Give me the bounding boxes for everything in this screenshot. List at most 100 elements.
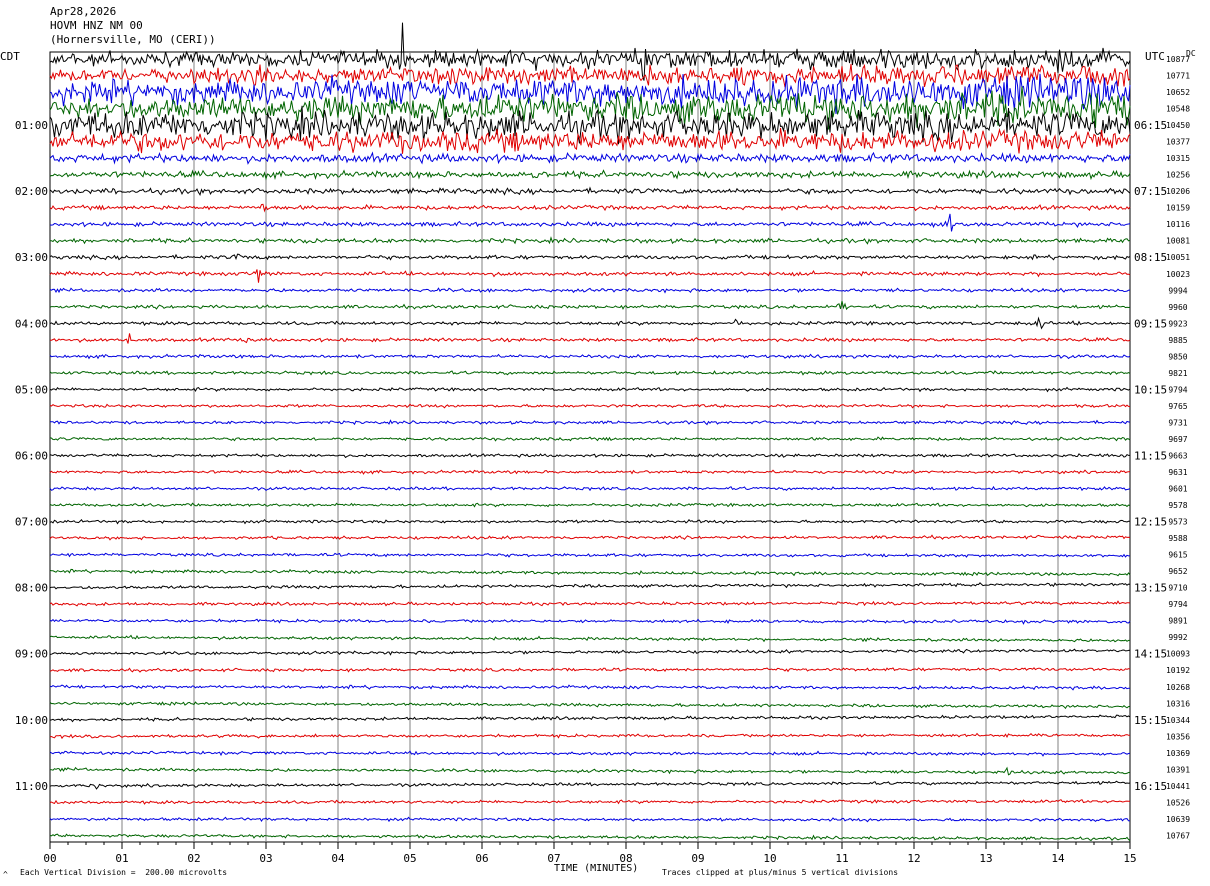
dc-offset-label: 10450: [1166, 121, 1190, 130]
dc-offset-label: 10639: [1166, 815, 1190, 824]
right-hour-label: 13:15: [1134, 582, 1167, 595]
scale-note: Each Vertical Division = 200.00 microvol…: [20, 868, 228, 877]
dc-offset-label: 10771: [1166, 72, 1190, 81]
trace-row-2: [49, 63, 1131, 88]
dc-offset-label: 9710: [1168, 584, 1187, 593]
dc-offset-label: 9765: [1168, 402, 1187, 411]
trace-row-34: [49, 600, 1131, 607]
dc-offset-label: 10081: [1166, 237, 1190, 246]
hour-labels: 01:00 02:00 03:00 04:00 05:00 06:00 07:00 08:00…: [15, 119, 1167, 793]
x-tick-label: 00: [43, 852, 56, 865]
x-axis: 00 01 02 03 04 05 06 07 08 09 10 11 12 13 14 15: [43, 842, 1137, 865]
dc-offset-label: 10652: [1166, 88, 1190, 97]
dc-offset-label: 10159: [1166, 204, 1190, 213]
dc-offset-label: 10316: [1166, 699, 1190, 708]
left-hour-label: 08:00: [15, 582, 48, 595]
trace-row-26: [49, 469, 1131, 475]
x-tick-label: 10: [763, 852, 776, 865]
right-hour-label: 08:15: [1134, 251, 1167, 264]
dc-offset-label: 9960: [1168, 303, 1187, 312]
trace-row-45: [49, 780, 1131, 790]
plot-frame: [49, 51, 1131, 843]
dc-offset-label: 9821: [1168, 369, 1187, 378]
trace-row-1: [49, 22, 1131, 81]
left-hour-label: 01:00: [15, 119, 48, 132]
x-tick-label: 14: [1051, 852, 1065, 865]
dc-offset-label: 10268: [1166, 683, 1190, 692]
trace-row-15: [49, 287, 1131, 294]
dc-offset-label: 9652: [1168, 567, 1187, 576]
dc-offset-label: 9794: [1168, 385, 1187, 394]
right-hour-label: 14:15: [1134, 648, 1167, 661]
x-axis-title: TIME (MINUTES): [554, 863, 639, 874]
left-hour-label: 10:00: [15, 714, 48, 727]
x-tick-label: 07: [547, 852, 560, 865]
trace-row-25: [49, 452, 1130, 459]
clip-note: Traces clipped at plus/minus 5 vertical …: [662, 868, 899, 877]
left-timezone: CDT: [0, 50, 20, 63]
dc-offset-label: 9794: [1168, 600, 1187, 609]
right-hour-label: 10:15: [1134, 383, 1167, 396]
dc-offset-label: 10315: [1166, 154, 1190, 163]
trace-row-16: [49, 300, 1131, 311]
trace-row-47: [49, 816, 1131, 823]
dc-offset-label: 10192: [1166, 666, 1190, 675]
trace-row-18: [49, 333, 1131, 344]
x-tick-label: 02: [187, 852, 200, 865]
trace-row-41: [49, 714, 1131, 723]
dc-offset-label: 10441: [1166, 782, 1190, 791]
dc-offset-label: 10093: [1166, 650, 1190, 659]
dc-offset-label: 10391: [1166, 765, 1190, 774]
trace-row-12: [49, 236, 1131, 245]
trace-row-21: [49, 386, 1131, 393]
dc-offset-label: 9601: [1168, 485, 1187, 494]
x-tick-label: 08: [619, 852, 632, 865]
trace-row-37: [49, 648, 1131, 656]
dc-offset-labels: 10877 10771 10652 10548 10450 10377 10315 10256…: [1166, 55, 1190, 840]
left-hour-label: 03:00: [15, 251, 48, 264]
dc-offset-label: 9631: [1168, 468, 1187, 477]
x-tick-label: 15: [1123, 852, 1136, 865]
dc-offset-label: 10206: [1166, 187, 1190, 196]
dc-offset-label: 9697: [1168, 435, 1187, 444]
dc-offset-label: 9663: [1168, 451, 1187, 460]
trace-row-10: [49, 203, 1131, 213]
trace-row-29: [49, 518, 1130, 525]
x-tick-label: 13: [979, 852, 992, 865]
x-tick-label: 03: [259, 852, 272, 865]
trace-row-42: [49, 732, 1130, 740]
trace-row-39: [49, 684, 1130, 691]
corner-mark: ^: [3, 870, 8, 879]
header-station: HOVM HNZ NM 00: [50, 19, 143, 32]
trace-row-35: [49, 618, 1131, 625]
dc-offset-label: 9588: [1168, 534, 1187, 543]
dc-offset-label: 9850: [1168, 352, 1187, 361]
x-tick-label: 06: [475, 852, 488, 865]
right-hour-label: 12:15: [1134, 516, 1167, 529]
trace-row-44: [49, 766, 1131, 776]
dc-offset-label: 9923: [1168, 319, 1187, 328]
right-hour-label: 07:15: [1134, 185, 1167, 198]
trace-row-4: [49, 86, 1131, 130]
dc-offset-label: 10377: [1166, 138, 1190, 147]
left-hour-label: 05:00: [15, 383, 48, 396]
right-hour-label: 06:15: [1134, 119, 1167, 132]
dc-offset-label: 9731: [1168, 418, 1187, 427]
left-hour-label: 04:00: [15, 317, 48, 330]
trace-row-6: [49, 127, 1131, 154]
trace-row-28: [49, 502, 1131, 508]
trace-row-13: [49, 253, 1131, 261]
trace-row-30: [49, 534, 1131, 541]
trace-row-5: [49, 105, 1131, 145]
dc-offset-label: 10877: [1166, 55, 1190, 64]
header-date: Apr28,2026: [50, 5, 117, 18]
left-hour-label: 09:00: [15, 648, 48, 661]
dc-offset-label: 10548: [1166, 105, 1190, 114]
trace-row-31: [49, 552, 1130, 558]
left-hour-label: 06:00: [15, 449, 48, 462]
dc-offset-label: 10256: [1166, 171, 1190, 180]
trace-row-33: [49, 582, 1131, 590]
dc-header: DC: [1186, 49, 1196, 58]
dc-offset-label: 10051: [1166, 253, 1190, 262]
